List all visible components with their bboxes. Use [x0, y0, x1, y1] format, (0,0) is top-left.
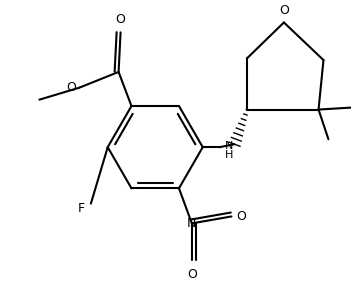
- Text: O: O: [66, 81, 76, 94]
- Text: N: N: [187, 217, 197, 230]
- Text: N
H: N H: [225, 141, 233, 160]
- Text: O: O: [237, 210, 246, 223]
- Text: O: O: [279, 3, 289, 16]
- Text: O: O: [187, 268, 197, 281]
- Text: O: O: [116, 13, 126, 26]
- Text: F: F: [77, 202, 85, 215]
